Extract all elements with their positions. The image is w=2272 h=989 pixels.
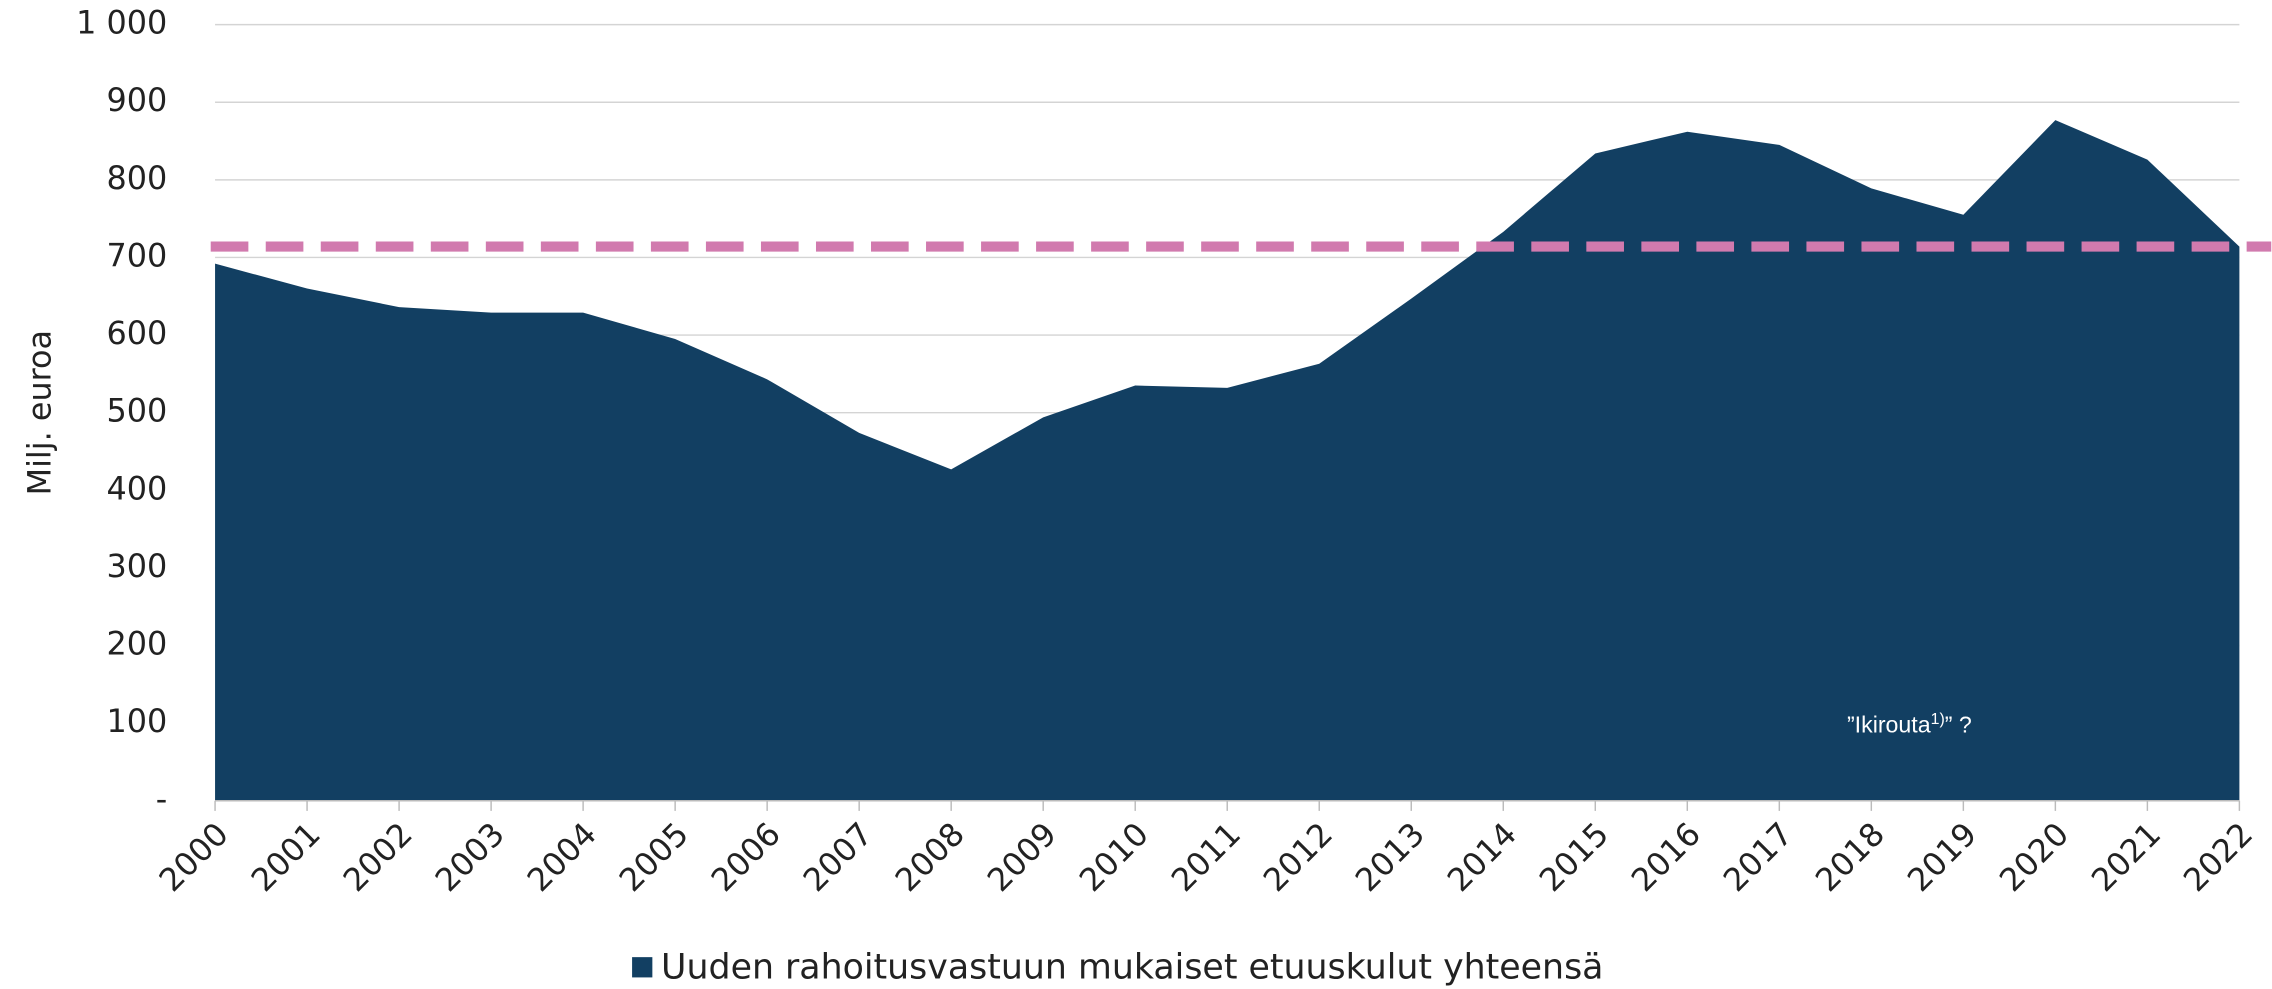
y-tick-label: 400 [106, 469, 167, 507]
y-tick-label: 200 [106, 625, 167, 663]
x-tick-label: 2020 [1992, 815, 2076, 899]
annotation-text: ”Ikirouta [1847, 712, 1931, 738]
y-tick-label: 800 [106, 159, 167, 197]
y-tick-label: 500 [106, 392, 167, 430]
annotation-sup: 1) [1931, 711, 1945, 728]
y-tick-label: 300 [106, 547, 167, 585]
y-tick-label: 700 [106, 236, 167, 274]
legend-label: Uuden rahoitusvastuun mukaiset etuuskulu… [661, 948, 1603, 988]
x-tick-label: 2002 [336, 815, 420, 899]
annotation: ”Ikirouta1)” ? [1847, 711, 1972, 738]
x-tick-label: 2018 [1808, 815, 1892, 899]
x-tick-label: 2003 [428, 815, 512, 899]
x-tick-label: 2019 [1900, 815, 1984, 899]
area [215, 120, 2240, 801]
x-tick-label: 2011 [1164, 815, 1248, 899]
y-tick-label: 100 [106, 702, 167, 740]
x-tick-label: 2006 [704, 815, 788, 899]
x-tick-label: 2001 [244, 815, 328, 899]
x-tick-label: 2015 [1532, 815, 1616, 899]
x-tick-label: 2008 [888, 815, 972, 899]
legend-swatch [632, 957, 653, 978]
x-tick-label: 2012 [1256, 815, 1340, 899]
y-tick-label: 1 000 [76, 4, 167, 42]
x-tick-label: 2013 [1348, 815, 1432, 899]
x-tick-label: 2016 [1624, 815, 1708, 899]
x-tick-label: 2022 [2176, 815, 2260, 899]
x-tick-label: 2009 [980, 815, 1064, 899]
x-tick-label: 2000 [152, 815, 236, 899]
x-tick-label: 2005 [612, 815, 696, 899]
y-tick-label: 900 [106, 81, 167, 119]
y-axis-label: Milj. euroa [20, 330, 58, 495]
x-tick-label: 2014 [1440, 815, 1524, 899]
x-tick-label: 2010 [1072, 815, 1156, 899]
y-tick-label: 600 [106, 314, 167, 352]
x-tick-label: 2004 [520, 815, 604, 899]
x-tick-label: 2007 [796, 815, 880, 899]
x-tick-label: 2017 [1716, 815, 1800, 899]
annotation-after: ” ? [1945, 712, 1972, 738]
x-tick-label: 2021 [2084, 815, 2168, 899]
y-tick-label: - [156, 780, 168, 818]
